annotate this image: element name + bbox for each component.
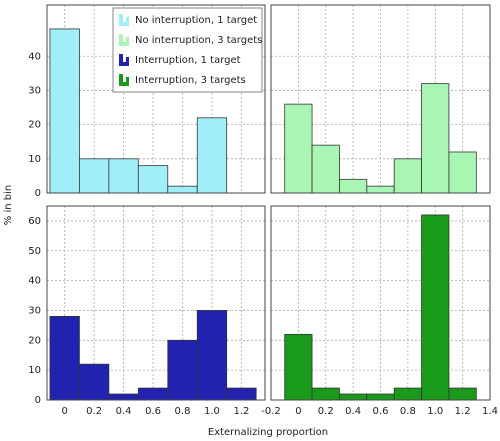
bar [79,158,110,194]
bar [108,158,139,194]
x-tick-label: 1.4 [482,406,498,417]
x-axis-label: Externalizing proportion [208,427,328,438]
x-tick-label: 0.8 [175,406,191,417]
legend-swatch [126,37,129,46]
bar [49,28,80,194]
x-tick-label: -0.2 [261,406,281,417]
legend-swatch [119,14,123,26]
legend-label: Interruption, 3 targets [135,75,246,86]
x-tick-label: 0.6 [145,406,161,417]
y-axis-label: % in bin [3,185,14,225]
legend-label: No interruption, 1 target [135,15,257,26]
y-tick-label: 40 [28,276,41,287]
legend-swatch [119,62,129,66]
y-tick-label: 10 [28,154,41,165]
y-tick-label: 10 [28,365,41,376]
y-tick-label: 20 [28,120,41,131]
y-tick-label: 20 [28,335,41,346]
bar [79,363,110,401]
x-tick-label: 0.2 [318,406,334,417]
x-tick-label: 1.0 [427,406,443,417]
bar [284,103,313,194]
legend-swatch [119,54,123,66]
legend-swatch [119,42,129,46]
x-tick-label: 0.4 [345,406,361,417]
bar [49,316,80,401]
x-tick-label: 0 [295,406,301,417]
bar [366,185,395,194]
legend-swatch [119,74,123,86]
x-tick-label: 0.6 [373,406,389,417]
x-tick-label: 0 [61,406,67,417]
legend-swatch [119,82,129,86]
legend-swatch [126,77,129,86]
bar [108,393,139,401]
legend-swatch [126,57,129,66]
bar [393,158,422,194]
y-tick-label: 0 [35,395,41,406]
y-tick-label: 50 [28,246,41,257]
legend-box [112,7,263,93]
legend-label: No interruption, 3 targets [135,35,262,46]
bar [393,387,422,401]
x-tick-label: 0.8 [400,406,416,417]
legend-swatch [126,17,129,26]
x-tick-label: 1.0 [204,406,220,417]
bar [284,333,313,401]
bar [311,144,340,194]
bar [167,339,198,401]
y-tick-label: 40 [28,51,41,62]
x-tick-label: 0.2 [86,406,102,417]
legend-swatch [119,22,129,26]
bar [196,117,228,194]
bar [196,310,228,401]
bar [137,387,169,401]
bar [311,387,340,401]
bar [448,387,477,401]
plot-frame [270,205,491,401]
legend-swatch [119,34,123,46]
x-tick-label: 1.2 [455,406,471,417]
bar [226,387,257,401]
x-tick-label: 1.2 [233,406,249,417]
y-tick-label: 0 [35,188,41,199]
bar [421,83,450,194]
y-tick-label: 60 [28,216,41,227]
bar [167,185,198,194]
bar [366,393,395,401]
x-tick-label: 0.4 [116,406,132,417]
legend-label: Interruption, 1 target [135,55,241,66]
plot-frame [46,205,266,401]
y-tick-label: 30 [28,305,41,316]
bar [339,393,368,401]
y-tick-label: 30 [28,85,41,96]
plot-frame [46,4,266,194]
bar [137,165,169,194]
bar [448,151,477,194]
plot-frame [270,4,491,194]
bar [421,214,450,401]
bar [339,178,368,194]
